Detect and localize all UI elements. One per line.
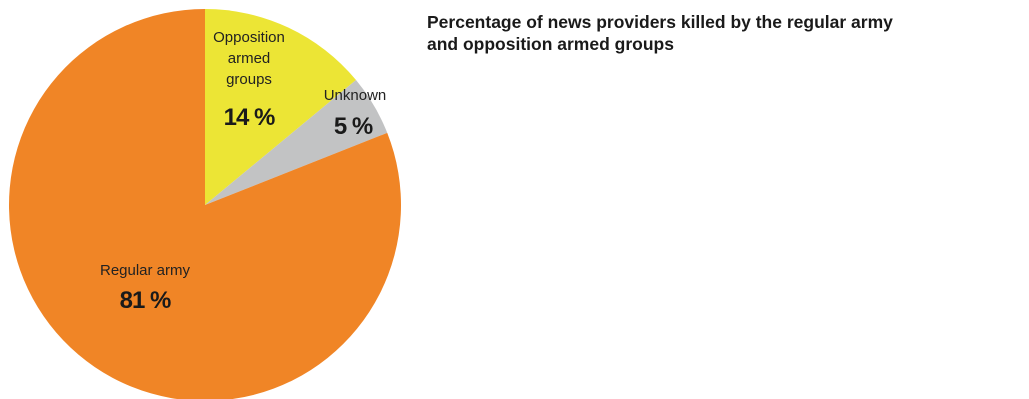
slice-label: Regular army (100, 262, 191, 279)
slice-label: armed (228, 50, 271, 67)
pie-slices (9, 9, 401, 399)
chart-title-line-2: and opposition armed groups (427, 34, 674, 54)
pie-slice-opposition-armed-groups (205, 9, 357, 205)
chart-title-line-1: Percentage of news providers killed by t… (427, 12, 893, 32)
pie-slice-unknown (205, 80, 388, 205)
slice-value-label: 81 % (120, 287, 171, 314)
pie-labels: Opposition armed groups 14 % Unknown 5 % Regul… (100, 29, 386, 314)
slice-label: Opposition (213, 29, 285, 46)
pie-slice-regular-army (9, 9, 401, 399)
slice-value-label: 14 % (224, 104, 275, 131)
slice-value-label: 5 % (334, 113, 373, 140)
slice-label: Unknown (324, 87, 387, 104)
slice-label: groups (226, 71, 272, 88)
